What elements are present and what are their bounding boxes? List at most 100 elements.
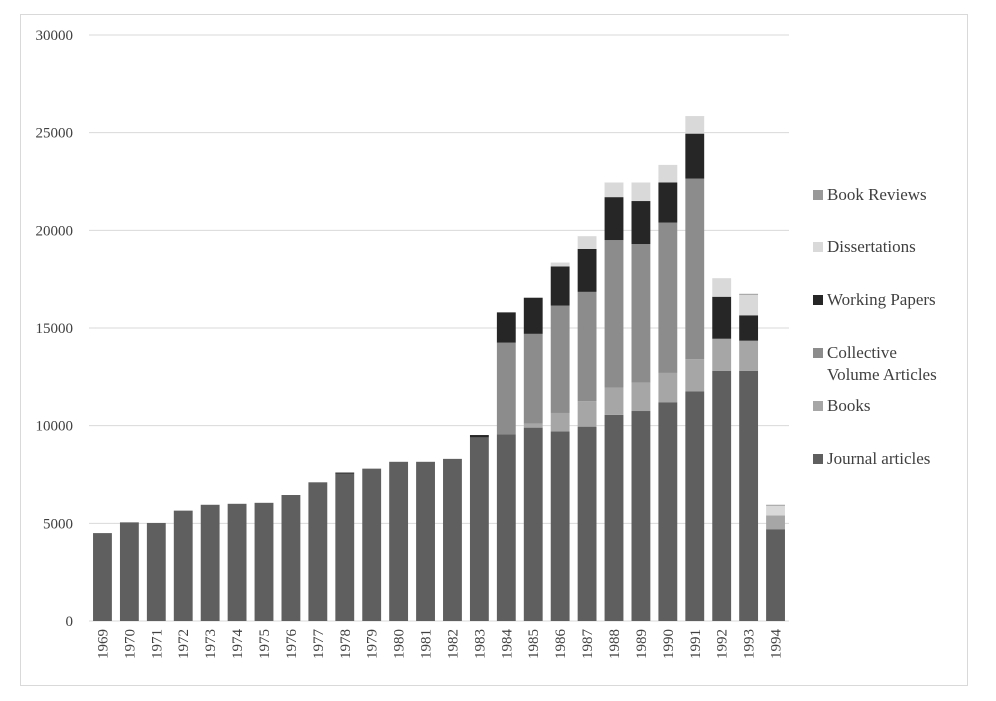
x-tick-label: 1994 (769, 629, 785, 660)
x-tick-label: 1985 (526, 629, 542, 659)
bar-segment (550, 431, 570, 621)
x-tick-label: 1990 (661, 629, 677, 659)
bar-segment (604, 387, 624, 415)
bar-segment (496, 342, 516, 435)
bar-segment (281, 495, 301, 621)
bar-segment (766, 515, 785, 530)
bar-segment (496, 312, 516, 343)
bar-segment (658, 222, 678, 373)
x-tick-label: 1993 (742, 629, 758, 659)
chart-frame: 0 5000 10000 15000 20000 25000 30000 1969 1970 1… (20, 14, 968, 686)
bar-segment (604, 197, 624, 241)
bar-segment (712, 278, 732, 297)
bar-segment (739, 294, 759, 316)
bar-segment (766, 529, 785, 621)
bar-segment (523, 333, 543, 424)
legend-label: Book Reviews (827, 185, 927, 204)
y-tick-label: 5000 (43, 516, 73, 532)
bar-segment (577, 236, 597, 249)
legend: Book Reviews Dissertations Working Papers C… (813, 185, 937, 468)
bar-segment (389, 461, 409, 621)
bar-segment (604, 240, 624, 388)
bar-segment (631, 244, 651, 383)
bar-segment (577, 248, 597, 292)
y-tick-label: 25000 (36, 126, 74, 142)
bar-segment (631, 182, 651, 202)
legend-label: Journal articles (827, 449, 930, 468)
y-tick-label: 0 (66, 614, 74, 630)
bar-segment (496, 434, 516, 621)
bar-segment (146, 522, 166, 621)
bar-segment (631, 201, 651, 245)
bar-segment (254, 502, 274, 621)
bar-segment (550, 266, 570, 306)
bar-segment (93, 533, 112, 621)
bar-segment (685, 116, 705, 134)
legend-swatch (813, 190, 823, 200)
bar-segment (523, 423, 543, 428)
bars (93, 116, 785, 621)
gridlines (89, 34, 789, 622)
x-tick-label: 1983 (472, 629, 488, 659)
x-tick-label: 1971 (149, 629, 165, 659)
bar-segment (416, 461, 435, 621)
x-tick-label: 1978 (338, 629, 354, 659)
bar-segment (658, 402, 678, 621)
bar-segment (523, 297, 543, 334)
y-tick-label: 15000 (36, 321, 74, 337)
bar-segment (173, 510, 193, 621)
legend-label: Working Papers (827, 290, 936, 309)
bar-segment (766, 504, 785, 506)
bar-segment (335, 472, 355, 474)
bar-segment (227, 503, 247, 621)
bar-segment (200, 504, 220, 621)
bar-segment (685, 359, 705, 392)
bar-segment (577, 401, 597, 427)
legend-swatch (813, 454, 823, 464)
x-tick-label: 1986 (553, 629, 569, 660)
legend-swatch (813, 242, 823, 252)
bar-segment (604, 182, 624, 198)
bar-segment (712, 338, 732, 371)
legend-label: Dissertations (827, 237, 916, 256)
y-axis-tick-labels: 0 5000 10000 15000 20000 25000 30000 (36, 28, 74, 630)
x-tick-label: 1977 (311, 629, 327, 660)
x-tick-label: 1987 (580, 629, 596, 660)
x-tick-label: 1989 (634, 629, 650, 659)
x-tick-label: 1979 (365, 629, 381, 659)
bar-segment (523, 427, 543, 621)
legend-swatch (813, 348, 823, 358)
bar-segment (469, 437, 489, 621)
x-tick-label: 1988 (607, 629, 623, 659)
bar-segment (335, 473, 355, 621)
bar-segment (631, 411, 651, 621)
y-tick-label: 10000 (36, 419, 74, 435)
bar-segment (739, 370, 759, 621)
bar-segment (712, 370, 732, 621)
bar-segment (766, 505, 785, 516)
x-tick-label: 1974 (230, 629, 246, 660)
y-tick-label: 20000 (36, 223, 74, 239)
x-tick-label: 1980 (392, 629, 408, 659)
x-tick-label: 1973 (203, 629, 219, 659)
x-tick-label: 1982 (445, 629, 461, 659)
x-tick-label: 1972 (176, 629, 192, 659)
bar-segment (739, 293, 759, 295)
bar-segment (658, 372, 678, 403)
x-tick-label: 1969 (95, 629, 111, 659)
legend-swatch (813, 401, 823, 411)
bar-segment (469, 435, 489, 438)
legend-label: Collective Volume Articles (827, 343, 937, 384)
x-axis-tick-labels: 1969 1970 1971 1972 1973 1974 1975 1976 1977 1978… (95, 629, 784, 660)
bar-segment (739, 340, 759, 371)
bar-segment (739, 315, 759, 341)
bar-segment (577, 291, 597, 402)
x-tick-label: 1976 (284, 629, 300, 660)
bar-segment (685, 133, 705, 179)
bar-segment (712, 296, 732, 339)
bar-segment (658, 164, 678, 183)
bar-segment (550, 262, 570, 267)
bar-segment (308, 482, 328, 621)
x-tick-label: 1975 (257, 629, 273, 659)
